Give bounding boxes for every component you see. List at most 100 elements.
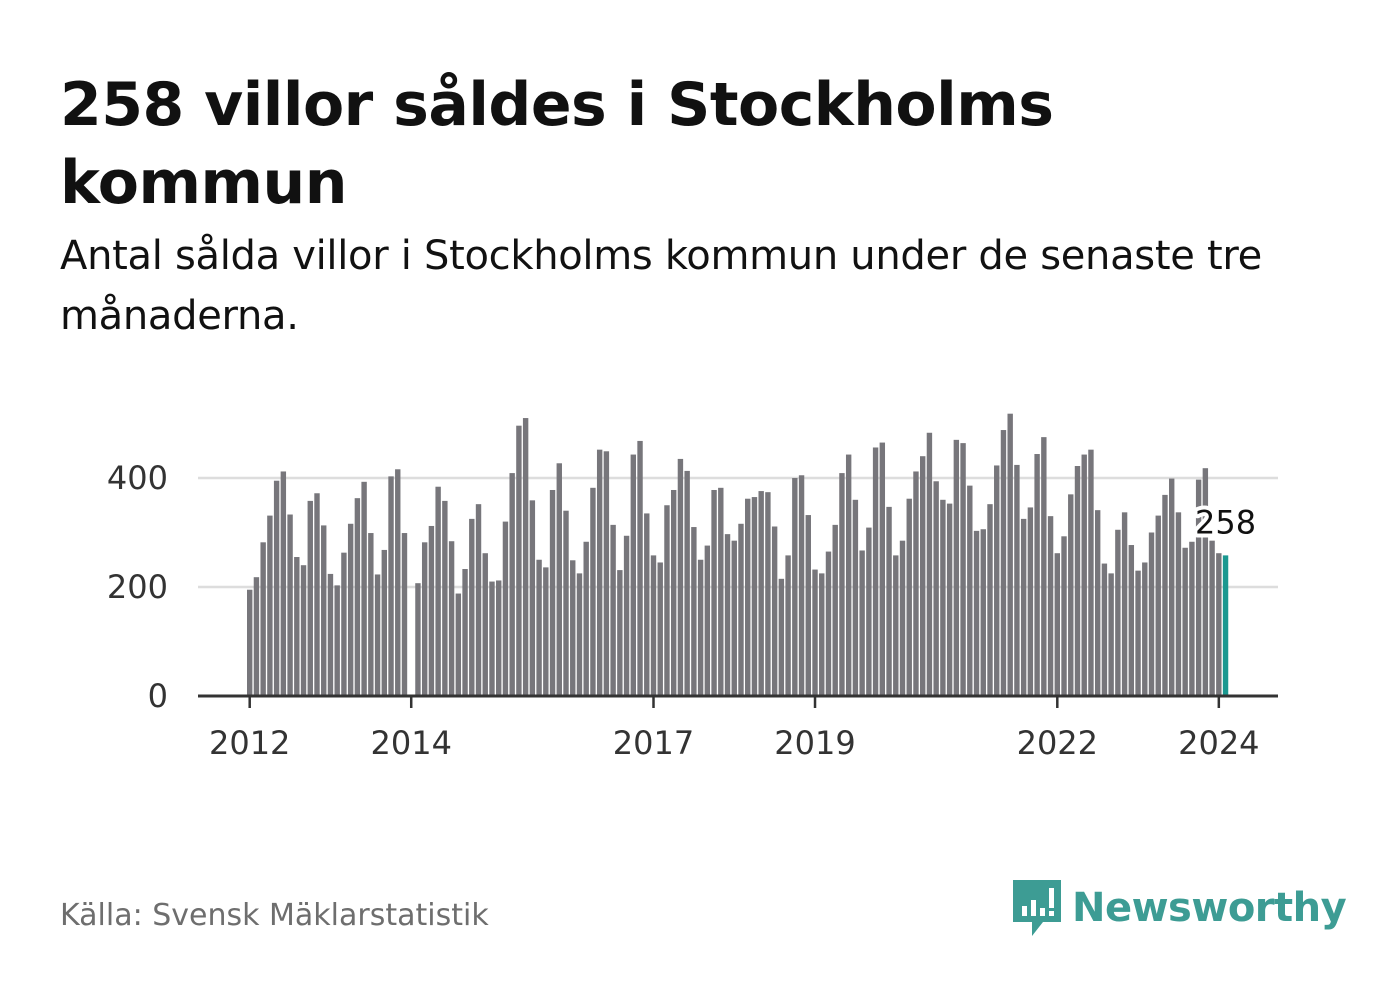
bar [1081, 454, 1087, 696]
bar [596, 449, 603, 696]
bar [610, 524, 616, 696]
bar [859, 550, 865, 696]
bar [469, 518, 475, 697]
bar [785, 555, 791, 696]
bar [718, 487, 724, 696]
bar [1189, 541, 1195, 696]
bar [300, 565, 307, 696]
bar [563, 510, 569, 696]
x-tick-label: 2024 [1178, 724, 1259, 762]
chart-title: 258 villor såldes i Stockholms kommun [60, 70, 1054, 218]
bar [1195, 479, 1202, 696]
y-tick-label: 0 [148, 677, 168, 715]
bar [825, 551, 832, 696]
x-tick-label: 2017 [613, 724, 694, 762]
bar [751, 497, 758, 696]
bar [630, 454, 637, 696]
bar [758, 491, 764, 696]
x-tick-label: 2012 [209, 724, 290, 762]
bar [428, 525, 435, 696]
bar [247, 589, 253, 696]
bar [321, 525, 327, 696]
bar-highlight [1222, 555, 1229, 696]
bar [1074, 466, 1081, 696]
bar [401, 533, 408, 696]
bar [1014, 464, 1020, 696]
bar [886, 506, 892, 696]
chart-subtitle: Antal sålda villor i Stockholms kommun u… [60, 233, 1262, 339]
bar [543, 567, 549, 696]
bar [536, 559, 542, 696]
bar [1148, 532, 1155, 696]
bar-chart: 0 200 400 2012 2014 2017 2019 2022 2024 258 [107, 413, 1278, 762]
bar [273, 480, 280, 696]
bar [980, 529, 986, 696]
bar [1169, 478, 1175, 696]
bar [1128, 545, 1135, 696]
bar [1175, 512, 1182, 696]
bar [724, 534, 731, 696]
bar [1108, 573, 1114, 697]
bar [1061, 536, 1067, 696]
bar [381, 549, 387, 696]
bar [1162, 494, 1168, 696]
bar [489, 581, 495, 696]
bar [1209, 540, 1215, 696]
bar [327, 573, 334, 696]
bar [852, 499, 859, 696]
bar [926, 432, 933, 696]
bar [617, 570, 623, 696]
bar [872, 447, 879, 696]
bar [448, 541, 455, 696]
bar [590, 487, 596, 696]
bar [1142, 562, 1148, 696]
bar [960, 443, 966, 696]
bar [1054, 553, 1060, 696]
bar [684, 470, 690, 696]
bar [307, 500, 313, 696]
newsworthy-logo-icon [1013, 880, 1061, 936]
bar [953, 439, 960, 696]
bar [1094, 510, 1101, 696]
bar [644, 513, 650, 696]
bar [1047, 516, 1054, 696]
bar [778, 578, 785, 696]
bar [455, 593, 462, 696]
bar [677, 458, 684, 696]
bar [657, 562, 663, 696]
bar [549, 489, 556, 696]
bar [1101, 563, 1108, 696]
bar [1121, 512, 1128, 696]
bar [529, 500, 536, 696]
bar [294, 557, 300, 696]
bar [314, 493, 320, 696]
bar [1135, 570, 1141, 696]
axes [198, 694, 1278, 708]
bar [260, 542, 266, 696]
bar [670, 489, 677, 696]
bar [576, 573, 583, 697]
bar [280, 471, 287, 696]
bar [1115, 529, 1121, 696]
bar [637, 440, 643, 696]
bar [253, 577, 260, 696]
bar [771, 526, 778, 696]
bar [361, 481, 367, 696]
highlight-value-label: 258 [1195, 503, 1256, 541]
bar [704, 545, 711, 696]
bar [967, 485, 973, 696]
bar [987, 504, 993, 696]
bar [879, 442, 886, 696]
bar [442, 500, 448, 696]
y-tick-label: 200 [107, 568, 168, 606]
bar [1000, 430, 1007, 696]
bar [664, 505, 670, 696]
bar [1027, 507, 1034, 696]
bar [388, 476, 394, 696]
bar [866, 527, 872, 696]
bar [482, 553, 488, 696]
bar [395, 469, 401, 696]
bar [496, 580, 502, 696]
bar [570, 560, 576, 696]
bar [267, 515, 273, 696]
